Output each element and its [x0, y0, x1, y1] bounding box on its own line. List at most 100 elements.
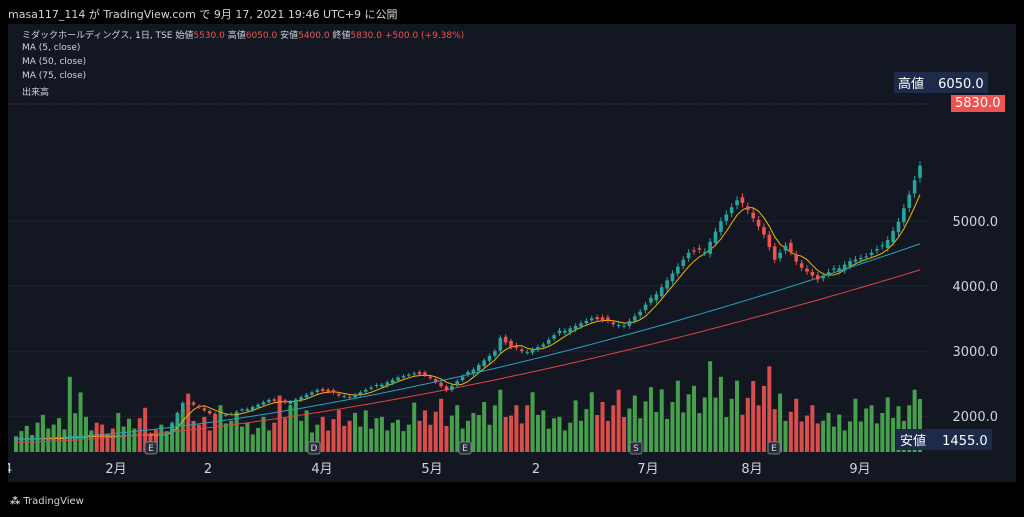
volume-bar — [256, 427, 261, 452]
y-axis: 5000.0 4000.0 3000.0 2000.0 — [953, 215, 999, 425]
event-marker-label: S — [633, 444, 639, 454]
candle-body — [412, 373, 416, 375]
footer: ⁂ TradingView — [0, 482, 1024, 517]
volume-bar — [810, 405, 815, 452]
volume-bar — [105, 433, 110, 452]
candle-body — [498, 337, 503, 351]
candle-body — [837, 268, 842, 272]
candle-body — [433, 379, 438, 383]
candle-body — [794, 254, 799, 262]
volume-bar — [202, 416, 207, 452]
volume-bar — [799, 421, 804, 452]
volume-bar — [874, 423, 879, 452]
candle-body — [530, 349, 535, 353]
volume-bar — [132, 428, 137, 452]
candle-body — [331, 390, 336, 393]
candle-body — [240, 409, 244, 411]
candle-body — [643, 304, 648, 311]
volume-bar — [681, 412, 686, 452]
candle-body — [880, 245, 885, 247]
candle-body — [584, 320, 589, 324]
volume-bar — [783, 420, 788, 452]
candle-body — [520, 349, 524, 352]
volume-bar — [401, 431, 406, 452]
candle-body — [197, 406, 201, 408]
volume-bar — [708, 361, 713, 452]
volume-bar — [718, 376, 723, 452]
legend-volume[interactable]: 出来高 — [22, 88, 50, 98]
legend-ma50[interactable]: MA (50, close) — [22, 57, 87, 67]
candle-body — [525, 351, 529, 353]
high-price-tag: 高値 6050.0 — [894, 72, 988, 93]
candle-body — [902, 208, 906, 223]
volume-bar — [213, 415, 218, 452]
x-tick-label: 5月 — [421, 462, 442, 477]
low-price-tag: 安値 1455.0 — [896, 429, 992, 450]
candle-body — [627, 320, 632, 326]
volume-bar — [40, 414, 45, 452]
candle-body — [181, 402, 185, 413]
x-tick-label: 2 — [532, 462, 540, 477]
volume-bar — [702, 397, 707, 452]
volume-bar — [562, 430, 567, 452]
volume-bar — [304, 410, 309, 452]
candle-body — [918, 165, 922, 178]
candle-body — [342, 396, 347, 398]
low-tag-label: 安値 — [900, 434, 927, 449]
volume-bar — [869, 405, 874, 452]
candle-body — [159, 434, 164, 438]
candle-body — [552, 335, 556, 339]
candle-body — [713, 231, 718, 243]
volume-bar — [342, 425, 347, 452]
candle-body — [692, 250, 696, 252]
volume-bar — [573, 400, 578, 452]
volume-bar — [476, 415, 481, 452]
candle-body — [670, 273, 675, 282]
candle-body — [654, 294, 659, 301]
moving-averages — [15, 194, 921, 443]
x-tick-label: 9月 — [849, 462, 870, 477]
chart[interactable]: E D E S E 5000.0 4000.0 3000.0 2000.0 4 2月 2 4月 5月 2… — [8, 24, 1016, 482]
last-tag-value: 5830.0 — [955, 96, 1001, 111]
candle-body — [326, 389, 330, 392]
volume-bar — [675, 380, 680, 452]
volume-bar — [535, 415, 540, 452]
candle-body — [616, 324, 621, 326]
volume-bar — [498, 389, 503, 452]
candle-body — [589, 318, 594, 321]
volume-bar — [821, 420, 826, 452]
candle-body — [487, 355, 492, 361]
candle-body — [261, 402, 266, 405]
candle-body — [746, 206, 750, 211]
volume-bar — [396, 419, 401, 452]
candle-body — [14, 439, 18, 441]
candle-body — [869, 252, 874, 255]
x-tick-label: 4月 — [311, 462, 332, 477]
candle-body — [143, 433, 147, 435]
candle-body — [105, 436, 110, 438]
volume-bar — [218, 405, 223, 452]
event-marker-label: D — [311, 444, 318, 454]
legend-ma5[interactable]: MA (5, close) — [22, 43, 81, 53]
candle-body — [756, 219, 761, 227]
candle-body — [821, 275, 825, 279]
tradingview-logo[interactable]: ⁂ TradingView — [10, 496, 84, 507]
candle-body — [374, 385, 379, 387]
candle-body — [127, 434, 131, 436]
candle-body — [175, 412, 180, 423]
x-tick-label: 4 — [8, 462, 12, 477]
candle-body — [57, 436, 61, 438]
candle-body — [735, 200, 739, 206]
candle-body — [358, 392, 363, 395]
legend-high-label: 高値 — [227, 31, 246, 41]
candle-body — [859, 257, 863, 260]
x-tick-label: 2月 — [105, 462, 126, 477]
candle-body — [229, 413, 234, 415]
chart-frame[interactable]: E D E S E 5000.0 4000.0 3000.0 2000.0 4 2月 2 4月 5月 2… — [8, 24, 1016, 482]
candle-body — [170, 422, 174, 433]
candle-body — [724, 214, 729, 221]
legend-ma75[interactable]: MA (75, close) — [22, 71, 87, 81]
candle-body — [751, 212, 755, 219]
volume-bar — [272, 422, 277, 452]
